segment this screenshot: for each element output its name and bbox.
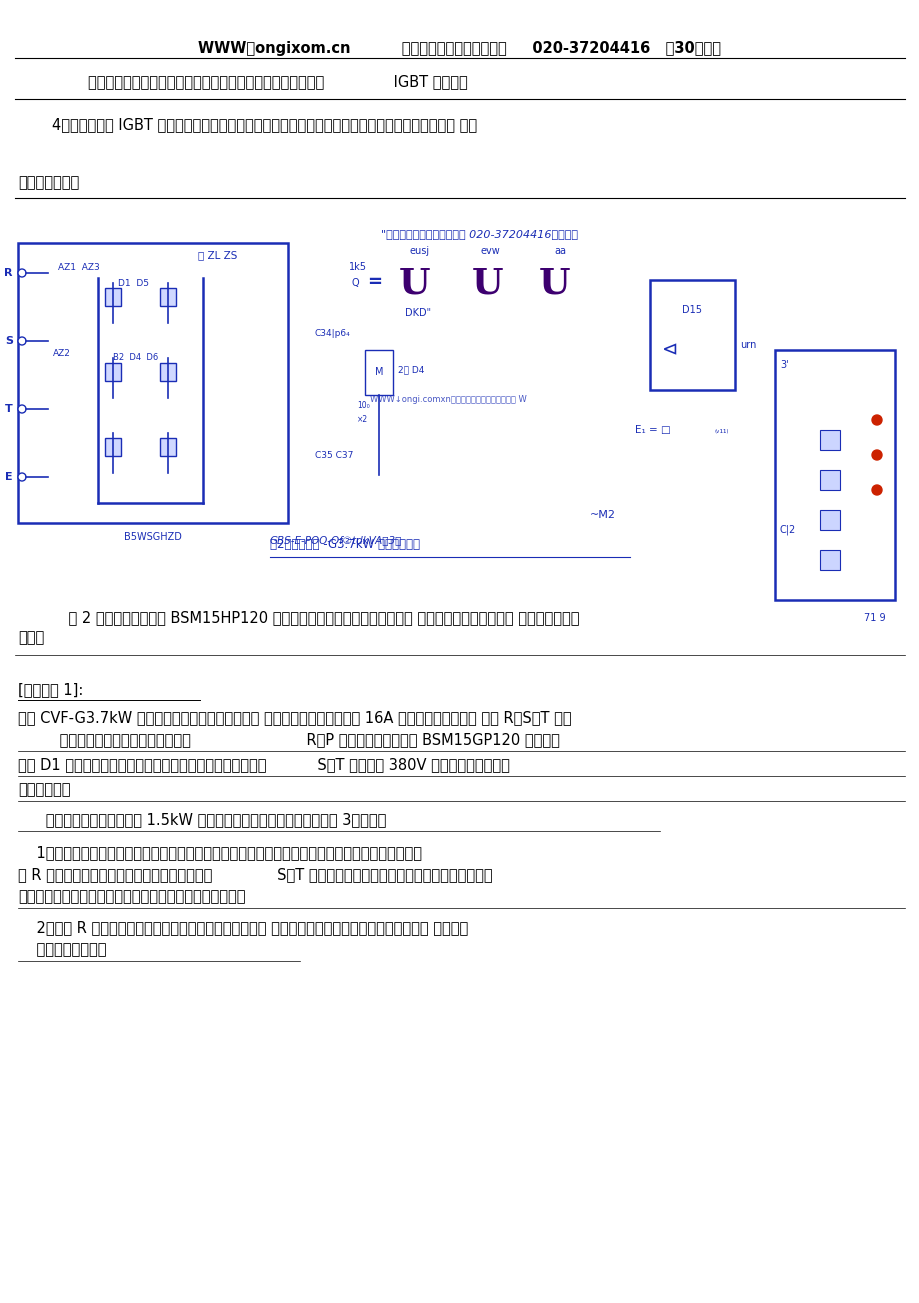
Text: "长期举办变频器维修培训班 020-37204416（孔线）: "长期举办变频器维修培训班 020-37204416（孔线）: [381, 229, 578, 238]
Text: ~M2: ~M2: [589, 509, 616, 520]
Text: ×2: ×2: [357, 416, 368, 425]
Circle shape: [871, 450, 881, 460]
Text: GBS-E-POO-Of②tdkVA（3）: GBS-E-POO-Of②tdkVA（3）: [269, 536, 402, 545]
Text: 内了。: 内了。: [18, 631, 44, 645]
Text: 2宝 D4: 2宝 D4: [398, 366, 424, 374]
Text: C35 C37: C35 C37: [314, 451, 353, 460]
Text: 图2整个主电路 -G3.7kW 变频器主电路: 图2整个主电路 -G3.7kW 变频器主电路: [269, 538, 420, 551]
Text: 图 2 整个主电路采用了 BSM15HP120 一只集成型模块，或称一体化模块。 连制动单元电路和温度检 测电路都集成在: 图 2 整个主电路采用了 BSM15HP120 一只集成型模块，或称一体化模块。…: [50, 611, 579, 625]
Bar: [365, 351, 392, 395]
Text: 10₀: 10₀: [357, 400, 369, 409]
Bar: [819, 430, 839, 450]
Text: aa: aa: [553, 246, 565, 255]
Bar: [105, 438, 121, 456]
Circle shape: [18, 473, 26, 481]
Bar: [105, 288, 121, 306]
Text: U: U: [539, 266, 570, 300]
Bar: [160, 288, 176, 306]
Text: T: T: [6, 404, 13, 414]
Bar: [105, 364, 121, 380]
Text: 近几年，有些厂家出于市场竞争的目的，逆变电路也采用六只               IGBT 管子的。: 近几年，有些厂家出于市场竞争的目的，逆变电路也采用六只 IGBT 管子的。: [88, 74, 467, 90]
Text: 3': 3': [779, 360, 788, 370]
Text: M: M: [374, 367, 383, 377]
Text: WWW↓ongi.comxn广东容济和「由科技有限公司 W: WWW↓ongi.comxn广东容济和「由科技有限公司 W: [369, 396, 527, 404]
Text: E: E: [6, 472, 13, 482]
Text: 2、切断 R 供电铜简条；用整流桥元件搦接一整流电路； 与模块内部整流电路一起构成三相桥式整 流电路。: 2、切断 R 供电铜简条；用整流桥元件搦接一整流电路； 与模块内部整流电路一起构…: [18, 920, 468, 936]
Text: 将 R 引线端子至模块的经引线铜简条切断，只从              S、T 端子输入电源。模块内部电路四只整流二极管工: 将 R 引线端子至模块的经引线铜简条切断，只从 S、T 端子输入电源。模块内部电…: [18, 868, 492, 882]
Text: 整流电路见下图。: 整流电路见下图。: [18, 942, 107, 958]
Text: 电路 D1 已击穿短路。检测逆变电输出端等，都无异常。只从           S、T 端子接入 380V 供电，变频器操作运: 电路 D1 已击穿短路。检测逆变电输出端等，都无异常。只从 S、T 端子接入 3…: [18, 757, 509, 773]
Text: ⊲: ⊲: [661, 340, 677, 360]
Text: 4、改装后，对 IGBT 的引线尽量要短些，两根触发线要用双纽线。以减小分布电容和引线电感的影 响。: 4、改装后，对 IGBT 的引线尽量要短些，两根触发线要用双纽线。以减小分布电容…: [52, 117, 477, 133]
Text: S: S: [5, 336, 13, 347]
Text: AZ1  AZ3: AZ1 AZ3: [58, 263, 99, 272]
Text: =: =: [367, 274, 382, 291]
Circle shape: [871, 485, 881, 495]
Circle shape: [18, 405, 26, 413]
Circle shape: [18, 337, 26, 345]
Text: 询问用户，该变频器拖动 1.5kW 电动机，负荷较轻。修复方法（见图 3）如下：: 询问用户，该变频器拖动 1.5kW 电动机，负荷较轻。修复方法（见图 3）如下：: [18, 813, 386, 827]
Bar: [160, 364, 176, 380]
Text: R: R: [5, 268, 13, 278]
Text: evw: evw: [480, 246, 499, 255]
Bar: [819, 550, 839, 569]
Bar: [774, 351, 894, 599]
Text: B2  D4  D6: B2 D4 D6: [113, 353, 158, 362]
Bar: [650, 280, 734, 390]
Circle shape: [871, 414, 881, 425]
Text: urn: urn: [739, 340, 755, 351]
Bar: [819, 470, 839, 490]
Text: D1  D5: D1 D5: [118, 279, 149, 288]
Text: AZ2: AZ2: [53, 348, 71, 357]
Text: C34|p6₄: C34|p6₄: [314, 328, 350, 337]
Circle shape: [18, 268, 26, 278]
Text: 三、修复实例：: 三、修复实例：: [18, 176, 79, 190]
Text: 康沃 CVF-G3.7kW 变频器，运行中听到异常响声， 变频器电源输入端连接的 16A 断路器跳闸，送修。 测量 R、S、T 三相: 康沃 CVF-G3.7kW 变频器，运行中听到异常响声， 变频器电源输入端连接的…: [18, 710, 571, 726]
Text: [故障实例 1]:: [故障实例 1]:: [18, 683, 84, 697]
Text: 迟 ZL ZS: 迟 ZL ZS: [198, 250, 237, 261]
Text: B5WSGHZD: B5WSGHZD: [124, 532, 182, 542]
Text: 电源输入端，无短路现象，但测量                         R、P 端子，已短路，模块 BSM15GP120 内部整流: 电源输入端，无短路现象，但测量 R、P 端子，已短路，模块 BSM15GP120…: [18, 732, 560, 748]
Bar: [160, 438, 176, 456]
Text: 作，为逆变电路提供直流供电，也是可以满足工作要求的；: 作，为逆变电路提供直流供电，也是可以满足工作要求的；: [18, 890, 245, 904]
Text: U: U: [399, 266, 430, 300]
Text: 71 9: 71 9: [863, 612, 885, 623]
Text: DKD": DKD": [404, 308, 431, 318]
Bar: [18, 242, 288, 523]
Text: WWW･ongixom.cn          氏期举办变频器堆修培训班     020-37204416   （30条线）: WWW･ongixom.cn 氏期举办变频器堆修培训班 020-37204416…: [199, 40, 720, 56]
Text: ₍ᵥ₁₁₎: ₍ᵥ₁₁₎: [714, 426, 729, 434]
Text: Q: Q: [351, 278, 358, 288]
Text: U: U: [471, 266, 504, 300]
Text: D15: D15: [681, 305, 701, 315]
Text: 1k5: 1k5: [348, 262, 367, 272]
Text: E₁ = □: E₁ = □: [634, 425, 670, 435]
Text: 1、较为偷懒的方法是：变频器与拖动电机功率小，负荷轻，即便单电源供电，也能满足负载要求。: 1、较为偷懒的方法是：变频器与拖动电机功率小，负荷轻，即便单电源供电，也能满足负…: [18, 846, 422, 860]
Text: eusj: eusj: [410, 246, 429, 255]
Text: 行等都正常。: 行等都正常。: [18, 783, 71, 797]
Bar: [819, 509, 839, 530]
Text: C|2: C|2: [779, 525, 795, 536]
